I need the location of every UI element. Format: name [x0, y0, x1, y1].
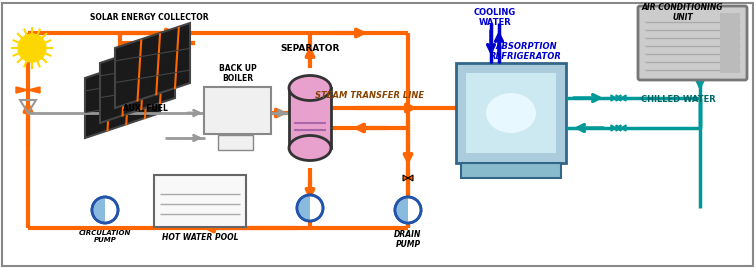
Polygon shape: [611, 95, 621, 101]
FancyBboxPatch shape: [466, 73, 556, 153]
Polygon shape: [28, 87, 40, 93]
Circle shape: [92, 197, 118, 223]
Text: AIR CONDITIONING
UNIT: AIR CONDITIONING UNIT: [642, 3, 723, 23]
Circle shape: [297, 195, 323, 221]
Polygon shape: [403, 175, 408, 181]
Wedge shape: [299, 196, 310, 219]
FancyBboxPatch shape: [456, 63, 566, 163]
Text: STEAM TRANSFER LINE: STEAM TRANSFER LINE: [315, 91, 425, 100]
FancyBboxPatch shape: [218, 135, 253, 150]
Wedge shape: [396, 199, 408, 221]
Circle shape: [18, 34, 46, 62]
Text: BACK UP
BOILER: BACK UP BOILER: [218, 64, 256, 83]
Polygon shape: [616, 125, 626, 131]
Polygon shape: [16, 87, 28, 93]
Text: CHILLED WATER: CHILLED WATER: [641, 95, 716, 105]
FancyBboxPatch shape: [720, 13, 740, 73]
Text: CIRCULATION
PUMP: CIRCULATION PUMP: [79, 230, 132, 243]
Polygon shape: [611, 125, 621, 131]
Wedge shape: [94, 199, 105, 221]
FancyBboxPatch shape: [154, 175, 246, 227]
Wedge shape: [408, 199, 420, 221]
FancyBboxPatch shape: [204, 87, 271, 134]
FancyBboxPatch shape: [461, 163, 561, 178]
Polygon shape: [408, 175, 413, 181]
Polygon shape: [85, 53, 160, 138]
Text: AUX. FUEL: AUX. FUEL: [122, 104, 167, 113]
Text: SOLAR ENERGY COLLECTOR: SOLAR ENERGY COLLECTOR: [90, 13, 209, 22]
Polygon shape: [616, 95, 626, 101]
Circle shape: [395, 197, 421, 223]
Text: ABSORPTION
REFRIGERATOR: ABSORPTION REFRIGERATOR: [490, 42, 562, 61]
Polygon shape: [115, 23, 190, 108]
Polygon shape: [100, 38, 175, 123]
FancyBboxPatch shape: [638, 6, 747, 80]
Text: DRAIN
PUMP: DRAIN PUMP: [395, 230, 422, 250]
Wedge shape: [105, 199, 116, 221]
Text: SEPARATOR: SEPARATOR: [280, 44, 339, 53]
Wedge shape: [310, 196, 321, 219]
Ellipse shape: [289, 136, 331, 161]
Ellipse shape: [289, 76, 331, 100]
Text: COOLING
WATER: COOLING WATER: [474, 8, 516, 27]
FancyBboxPatch shape: [289, 88, 331, 148]
Ellipse shape: [486, 93, 536, 133]
FancyBboxPatch shape: [2, 3, 753, 266]
Text: HOT WATER POOL: HOT WATER POOL: [162, 233, 238, 242]
